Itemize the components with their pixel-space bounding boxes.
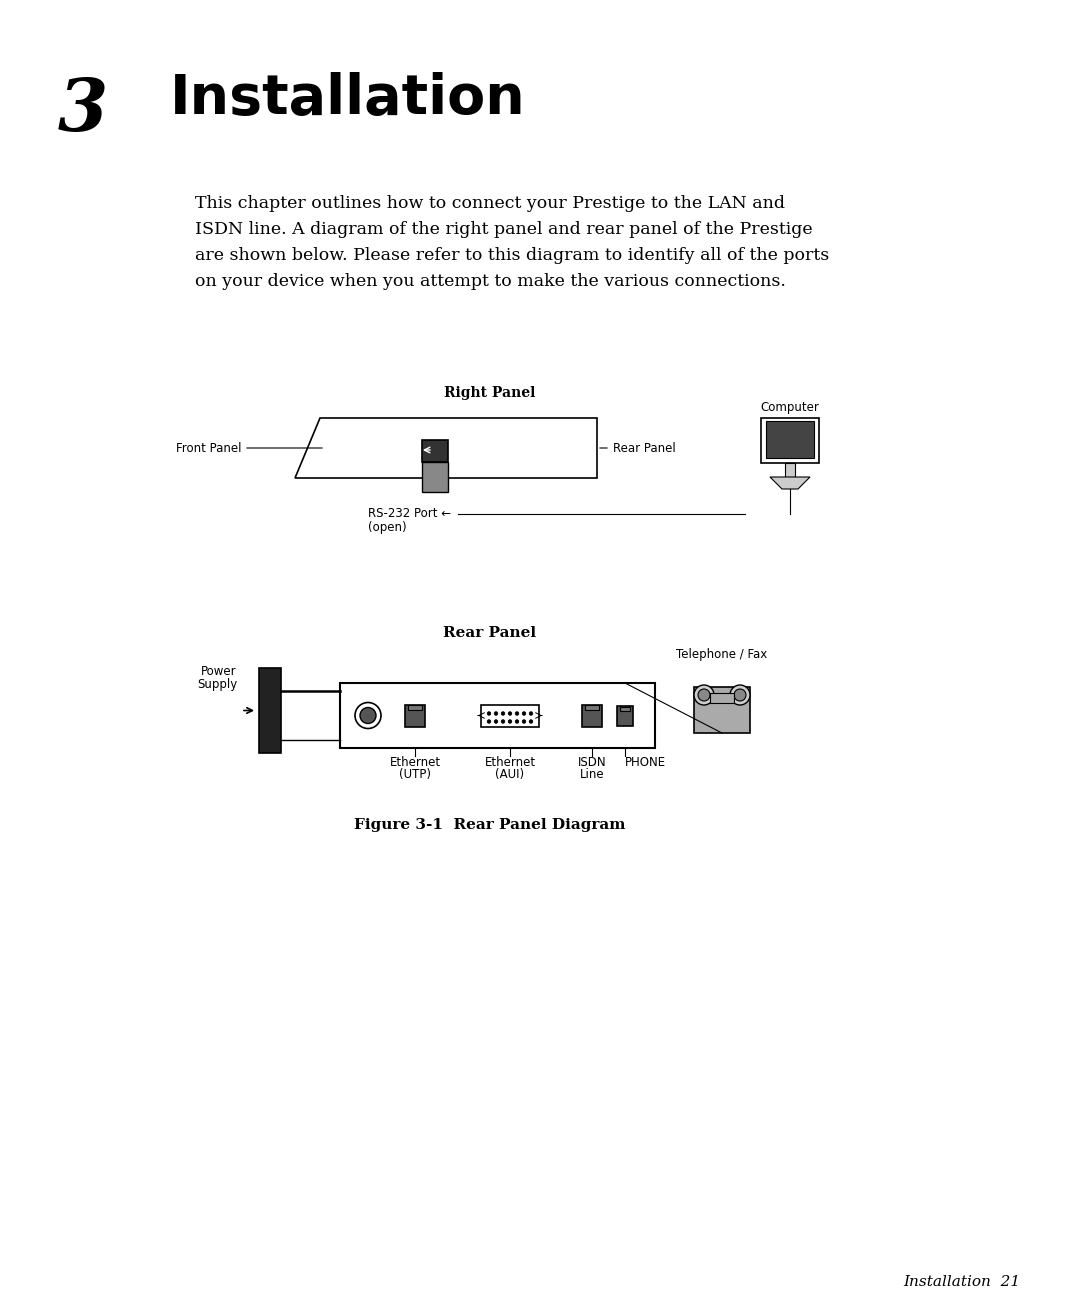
- Bar: [259, 669, 281, 753]
- Circle shape: [360, 708, 376, 724]
- Circle shape: [509, 712, 512, 716]
- Circle shape: [501, 712, 504, 716]
- Text: Line: Line: [580, 768, 605, 781]
- Circle shape: [487, 720, 490, 724]
- Bar: [710, 694, 734, 703]
- Text: Figure 3-1  Rear Panel Diagram: Figure 3-1 Rear Panel Diagram: [354, 818, 625, 832]
- Circle shape: [694, 686, 714, 705]
- Circle shape: [501, 720, 504, 724]
- Circle shape: [487, 712, 490, 716]
- Text: Ethernet: Ethernet: [390, 756, 441, 770]
- Circle shape: [529, 712, 532, 716]
- Circle shape: [523, 712, 526, 716]
- Text: on your device when you attempt to make the various connections.: on your device when you attempt to make …: [195, 273, 786, 290]
- Text: Rear Panel: Rear Panel: [444, 625, 537, 640]
- Bar: [761, 418, 819, 463]
- Text: 3: 3: [58, 75, 108, 146]
- Text: Supply: Supply: [197, 678, 237, 691]
- Circle shape: [495, 712, 498, 716]
- Circle shape: [529, 720, 532, 724]
- Bar: [694, 687, 750, 733]
- Text: Right Panel: Right Panel: [444, 385, 536, 400]
- Circle shape: [355, 703, 381, 729]
- Bar: [785, 463, 795, 477]
- Bar: [422, 461, 448, 492]
- Polygon shape: [295, 418, 597, 479]
- Bar: [766, 421, 814, 458]
- Bar: [481, 704, 539, 726]
- Circle shape: [730, 686, 750, 705]
- Text: Telephone / Fax: Telephone / Fax: [676, 648, 768, 661]
- Text: RS-232 Port ←: RS-232 Port ←: [368, 507, 451, 520]
- Text: Installation  21: Installation 21: [903, 1276, 1020, 1289]
- Circle shape: [523, 720, 526, 724]
- Bar: [620, 707, 630, 711]
- Text: (open): (open): [368, 520, 407, 534]
- Bar: [408, 704, 422, 709]
- Circle shape: [734, 690, 746, 701]
- Bar: [585, 704, 599, 709]
- Bar: [582, 704, 602, 726]
- Text: This chapter outlines how to connect your Prestige to the LAN and: This chapter outlines how to connect you…: [195, 195, 785, 212]
- Bar: [617, 705, 633, 725]
- Text: Computer: Computer: [760, 401, 820, 414]
- Text: Power: Power: [201, 665, 237, 678]
- Text: Rear Panel: Rear Panel: [613, 442, 676, 455]
- Bar: [405, 704, 426, 726]
- Text: Front Panel: Front Panel: [176, 442, 242, 455]
- Text: ISDN: ISDN: [578, 756, 606, 770]
- Circle shape: [495, 720, 498, 724]
- Bar: [422, 440, 448, 461]
- Polygon shape: [770, 477, 810, 489]
- Text: Installation: Installation: [170, 72, 526, 126]
- Circle shape: [515, 720, 518, 724]
- Circle shape: [698, 690, 710, 701]
- Text: are shown below. Please refer to this diagram to identify all of the ports: are shown below. Please refer to this di…: [195, 246, 829, 264]
- Text: PHONE: PHONE: [625, 756, 666, 770]
- Circle shape: [509, 720, 512, 724]
- Circle shape: [515, 712, 518, 716]
- Text: (UTP): (UTP): [399, 768, 431, 781]
- Text: Ethernet: Ethernet: [485, 756, 536, 770]
- Text: ISDN line. A diagram of the right panel and rear panel of the Prestige: ISDN line. A diagram of the right panel …: [195, 222, 812, 239]
- Text: (AUI): (AUI): [496, 768, 525, 781]
- Bar: [340, 683, 654, 749]
